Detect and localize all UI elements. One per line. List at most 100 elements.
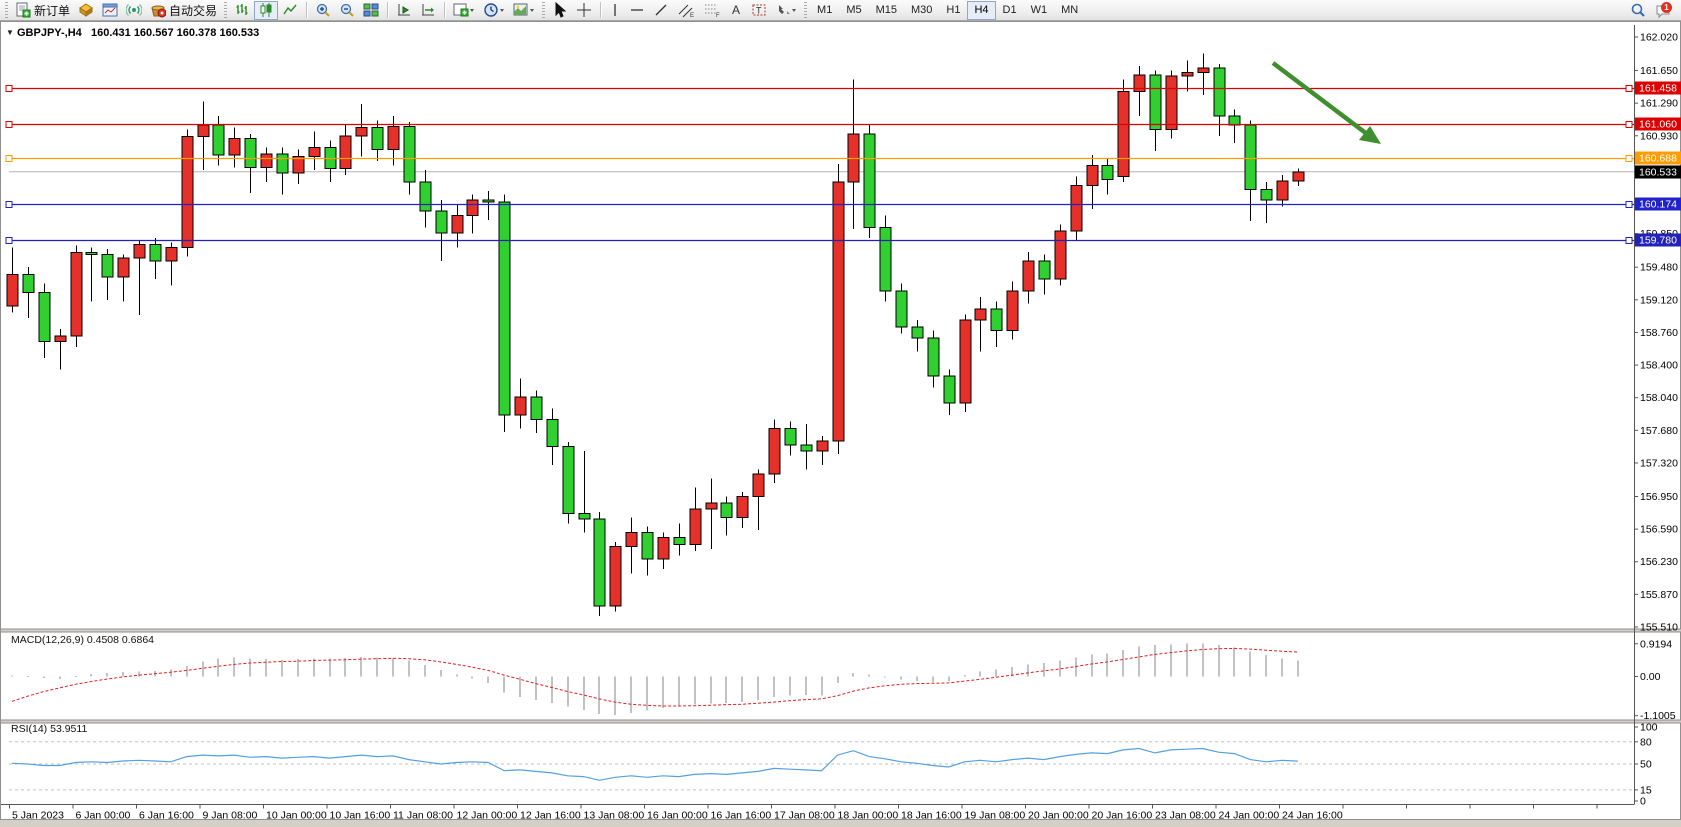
line-handle[interactable]: [5, 201, 13, 208]
one-click-trading-toggle[interactable]: ▼: [6, 28, 14, 37]
timeframe-d1-button[interactable]: D1: [1002, 4, 1017, 16]
price-axis-ticks[interactable]: 162.020161.650161.290160.930159.850159.4…: [1634, 32, 1678, 634]
chart-window-button[interactable]: [98, 1, 122, 20]
horizontal-level-line-160.688[interactable]: [5, 155, 1634, 162]
candle: [133, 240, 146, 316]
chat-button[interactable]: 1: [1651, 1, 1675, 20]
time-tick-label: 12 Jan 00:00: [457, 810, 518, 822]
signal-icon: [126, 2, 143, 18]
text-tool-button[interactable]: A: [725, 1, 747, 20]
line-handle[interactable]: [1625, 237, 1633, 244]
time-tick-label: 23 Jan 08:00: [1155, 810, 1216, 822]
search-icon: [1629, 2, 1647, 20]
candle: [927, 330, 940, 388]
chart-canvas[interactable]: 162.020161.650161.290160.930159.850159.4…: [1, 22, 1681, 821]
line-handle[interactable]: [5, 155, 13, 162]
timeframe-m15-button[interactable]: M15: [875, 4, 897, 16]
candle: [816, 435, 829, 465]
time-axis[interactable]: 5 Jan 2023 6 Jan 00:00 6 Jan 16:00 9 Jan 08…: [9, 804, 1598, 822]
line-handle[interactable]: [1625, 201, 1633, 208]
timeframe-h4-button[interactable]: H4: [967, 0, 996, 20]
horizontal-level-line-161.060[interactable]: [5, 121, 1634, 128]
ohlc-values: 160.431 160.567 160.378 160.533: [91, 27, 260, 39]
line-handle[interactable]: [5, 121, 13, 128]
fibonacci-tool-button[interactable]: F: [699, 1, 725, 20]
line-handle[interactable]: [1625, 85, 1633, 92]
search-button[interactable]: [1625, 1, 1651, 20]
candle: [292, 149, 305, 184]
market-watch-button[interactable]: [74, 1, 98, 20]
timeframe-m30-button[interactable]: M30: [911, 4, 933, 16]
price-tick-label: 156.590: [1640, 524, 1678, 536]
timeframe-m5-button[interactable]: M5: [846, 4, 862, 16]
line-chart-mode-button[interactable]: [278, 1, 302, 20]
symbol-period-label: GBPJPY-,H4: [17, 27, 82, 39]
candle: [276, 147, 289, 195]
line-handle[interactable]: [5, 85, 13, 92]
vertical-line-icon: [609, 2, 621, 18]
pane-splitter[interactable]: [1, 628, 1681, 633]
bar-chart-mode-button[interactable]: [230, 1, 254, 20]
timeframe-m1-button[interactable]: M1: [817, 4, 833, 16]
text-label-tool-button[interactable]: T: [747, 1, 771, 20]
toolbar-grip[interactable]: [542, 2, 546, 18]
templates-button[interactable]: [509, 1, 539, 20]
candle: [673, 523, 686, 556]
trend-arrow-annotation[interactable]: [1271, 61, 1381, 144]
zoom-out-button[interactable]: [335, 1, 359, 20]
trendline-tool-button[interactable]: [649, 1, 673, 20]
timeframe-w1-button[interactable]: W1: [1030, 4, 1048, 16]
tile-windows-button[interactable]: [359, 1, 383, 20]
toolbar-grip[interactable]: [5, 2, 8, 18]
horizontal-level-line-160.174[interactable]: [5, 201, 1634, 208]
candle: [514, 378, 527, 429]
candle: [482, 191, 495, 221]
candle: [800, 423, 813, 470]
timeframe-h1-button[interactable]: H1: [946, 4, 961, 16]
price-tick-label: 156.950: [1640, 491, 1678, 503]
autotrading-label: 自动交易: [169, 3, 218, 18]
candle: [149, 238, 162, 279]
indicators-button[interactable]: [449, 1, 479, 20]
chart-shift-button[interactable]: [416, 1, 440, 20]
line-handle[interactable]: [1625, 155, 1633, 162]
horizontal-line-tool-button[interactable]: [625, 1, 649, 20]
channel-tool-button[interactable]: E: [673, 1, 699, 20]
time-tick-label: 24 Jan 00:00: [1219, 810, 1280, 822]
svg-text:160.688: 160.688: [1639, 153, 1677, 165]
candle: [1117, 79, 1130, 183]
svg-text:161.060: 161.060: [1639, 119, 1677, 131]
svg-text:-1.1005: -1.1005: [1640, 710, 1676, 722]
candle: [752, 469, 765, 531]
new-order-button[interactable]: 新订单: [11, 1, 74, 20]
periods-button[interactable]: [479, 1, 509, 20]
line-handle[interactable]: [5, 237, 13, 244]
candle: [1149, 70, 1162, 152]
price-tick-label: 157.680: [1640, 425, 1678, 437]
candle: [1070, 176, 1083, 241]
candlestick-mode-button[interactable]: [254, 0, 279, 20]
autotrading-button[interactable]: 自动交易: [146, 1, 221, 20]
arrows-tool-button[interactable]: [771, 1, 801, 20]
rsi-level-lines: [9, 741, 1634, 791]
timeframe-mn-button[interactable]: MN: [1061, 4, 1079, 16]
rsi-label: RSI(14) 53.9511: [11, 723, 88, 735]
horizontal-level-line-159.780[interactable]: [5, 237, 1634, 244]
line-handle[interactable]: [1625, 121, 1633, 128]
vertical-line-tool-button[interactable]: [605, 1, 625, 20]
horizontal-level-line-161.458[interactable]: [5, 85, 1634, 92]
crosshair-tool-button[interactable]: [572, 1, 596, 20]
candle: [1292, 168, 1305, 186]
zoom-in-button[interactable]: [311, 1, 335, 20]
candle: [324, 140, 337, 183]
price-tick-label: 161.290: [1640, 98, 1678, 110]
signal-button[interactable]: [122, 1, 146, 20]
candle: [895, 283, 908, 334]
pane-splitter[interactable]: [1, 719, 1681, 724]
auto-scroll-button[interactable]: [392, 1, 416, 20]
toolbar-grip[interactable]: [804, 2, 808, 18]
candle: [1228, 109, 1241, 144]
cursor-tool-button[interactable]: [548, 1, 572, 20]
toolbar-grip[interactable]: [224, 2, 228, 18]
time-tick-label: 17 Jan 08:00: [774, 810, 835, 822]
